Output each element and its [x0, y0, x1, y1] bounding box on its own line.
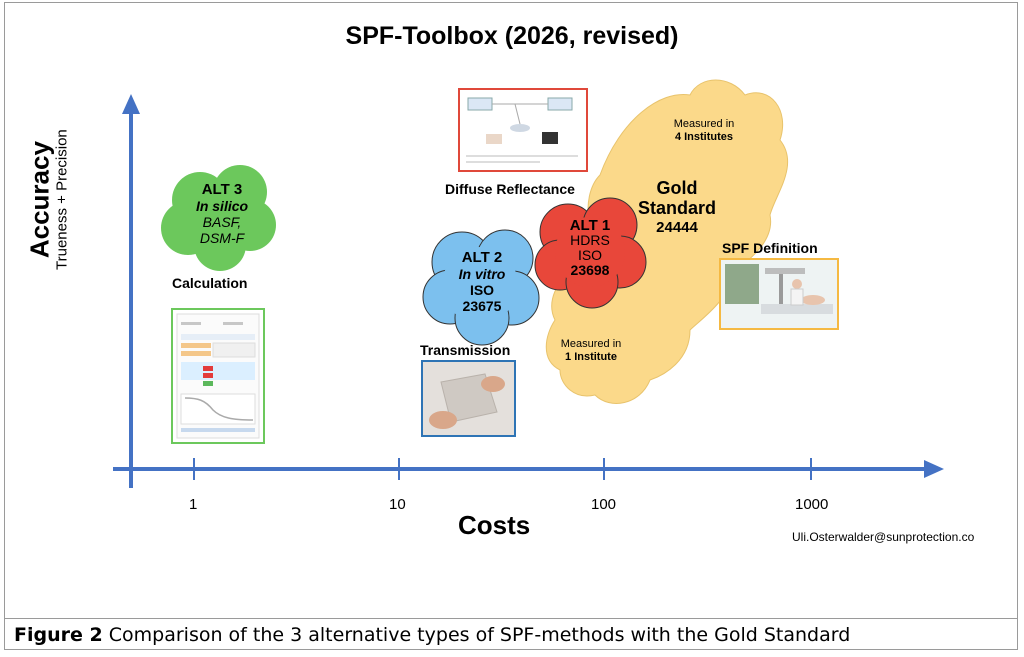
- y-axis-title: Accuracy: [24, 141, 55, 259]
- x-tick-label-1000: 1000: [795, 496, 829, 513]
- alt2-line-2: In vitro: [458, 266, 506, 282]
- diffuse-reflectance-label: Diffuse Reflectance: [445, 181, 575, 197]
- gold-line-3: 24444: [656, 219, 698, 236]
- measured-top-text: Measured in 4 Institutes: [668, 118, 740, 144]
- x-tick-label-100: 100: [591, 496, 617, 513]
- calculation-label: Calculation: [172, 275, 248, 291]
- caption-prefix: Figure 2: [14, 624, 103, 646]
- transmission-photo: [421, 360, 516, 437]
- y-axis: [122, 94, 140, 488]
- measured-top-line-2: 4 Institutes: [674, 131, 734, 143]
- diffuse-reflectance-graphic: [466, 97, 578, 163]
- y-axis-subtitle: Trueness + Precision: [53, 129, 71, 270]
- measured-bottom-line-1: Measured in: [560, 338, 622, 350]
- alt1-line-3: ISO: [577, 247, 603, 263]
- spf-definition-label: SPF Definition: [722, 240, 818, 256]
- caption-divider: [4, 618, 1018, 619]
- x-tick-label-1: 1: [189, 496, 198, 513]
- alt1-cloud: [534, 197, 647, 309]
- spf-definition-graphic: [721, 260, 837, 328]
- alt1-line-2: HDRS: [570, 232, 610, 248]
- diagram-canvas: [113, 79, 944, 488]
- gold-line-2: Standard: [637, 198, 716, 218]
- alt2-line-4: 23675: [462, 298, 502, 314]
- measured-top-line-1: Measured in: [673, 118, 735, 130]
- x-tick-label-10: 10: [389, 496, 406, 513]
- measured-bottom-line-2: 1 Institute: [565, 351, 617, 363]
- gold-line-1: Gold: [656, 178, 698, 198]
- spf-definition-photo: [719, 258, 839, 330]
- gold-standard-text: Gold Standard 24444: [627, 178, 727, 238]
- figure-frame: [4, 2, 1018, 650]
- caption-text: Comparison of the 3 alternative types of…: [102, 624, 851, 646]
- x-axis: [113, 460, 944, 478]
- y-axis-label: Accuracy Trueness + Precision: [24, 129, 72, 270]
- alt3-cloud: [161, 165, 276, 271]
- transmission-photo-graphic: [423, 362, 514, 435]
- figure-title: SPF-Toolbox (2026, revised): [345, 22, 679, 50]
- alt3-line-1: ALT 3: [201, 181, 243, 198]
- alt3-text: ALT 3 In silico BASF, DSM-F: [170, 181, 274, 247]
- alt3-line-2: In silico: [195, 198, 249, 214]
- alt1-line-1: ALT 1: [569, 217, 611, 234]
- diffuse-reflectance-diagram: [458, 88, 588, 172]
- alt3-line-3: BASF,: [202, 214, 242, 230]
- alt1-text: ALT 1 HDRS ISO 23698: [552, 218, 628, 278]
- x-axis-ticks: [193, 458, 812, 480]
- x-axis-title: Costs: [458, 510, 531, 540]
- calculation-screenshot: [171, 308, 265, 444]
- figure-caption: Figure 2 Comparison of the 3 alternative…: [14, 624, 850, 646]
- alt3-line-4: DSM-F: [199, 230, 245, 246]
- alt2-cloud: [422, 229, 540, 346]
- alt1-line-4: 23698: [570, 262, 610, 278]
- measured-bottom-text: Measured in 1 Institute: [556, 338, 626, 364]
- alt2-line-3: ISO: [469, 282, 495, 298]
- alt2-text: ALT 2 In vitro ISO 23675: [440, 249, 524, 315]
- calculation-screenshot-graphic: [176, 313, 260, 439]
- contact-email: Uli.Osterwalder@sunprotection.co: [792, 530, 975, 544]
- transmission-label: Transmission: [420, 342, 511, 358]
- alt2-line-1: ALT 2: [461, 249, 503, 266]
